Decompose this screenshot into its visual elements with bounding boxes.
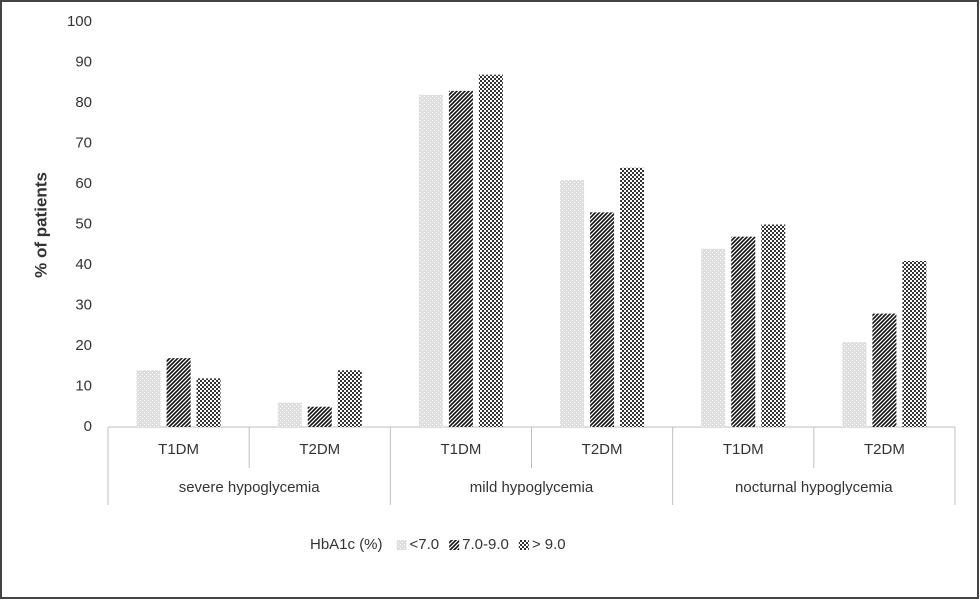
bar — [448, 90, 473, 427]
y-tick-label: 100 — [67, 13, 92, 30]
y-tick-label: 90 — [75, 53, 92, 70]
y-tick-label: 20 — [75, 337, 92, 354]
bar — [418, 94, 443, 428]
x-tick-label: T2DM — [299, 441, 340, 458]
y-tick-label: 80 — [75, 94, 92, 111]
legend-swatch — [449, 540, 460, 550]
y-tick-label: 30 — [75, 296, 92, 313]
group-label: nocturnal hypoglycemia — [735, 479, 893, 496]
y-tick-label: 60 — [75, 175, 92, 192]
y-tick-label: 50 — [75, 215, 92, 232]
bar — [842, 341, 867, 427]
x-tick-label: T1DM — [158, 441, 199, 458]
x-tick-label: T2DM — [582, 441, 623, 458]
y-tick-label: 10 — [75, 377, 92, 394]
bar — [620, 167, 645, 428]
bar — [196, 378, 221, 427]
x-tick-label: T2DM — [864, 441, 905, 458]
x-tick-label: T1DM — [723, 441, 764, 458]
legend-title: HbA1c (%) — [310, 536, 383, 553]
bar — [166, 358, 191, 427]
group-label: mild hypoglycemia — [470, 479, 594, 496]
bar — [478, 74, 503, 428]
x-tick-label: T1DM — [440, 441, 481, 458]
bar — [761, 224, 786, 427]
y-tick-label: 70 — [75, 134, 92, 151]
bar — [560, 179, 585, 427]
y-axis-title: % of patients — [31, 172, 50, 278]
bar — [731, 236, 756, 427]
legend-swatch — [396, 540, 407, 550]
bar — [701, 248, 726, 427]
bar — [337, 370, 362, 427]
y-tick-label: 40 — [75, 256, 92, 273]
bar — [902, 260, 927, 427]
legend-label: 7.0-9.0 — [462, 536, 509, 553]
bar — [136, 370, 161, 427]
bar — [277, 402, 302, 427]
legend-label: <7.0 — [410, 536, 440, 553]
legend-label: > 9.0 — [532, 536, 566, 553]
group-label: severe hypoglycemia — [179, 479, 321, 496]
bar — [872, 313, 897, 427]
bar — [590, 212, 615, 427]
y-tick-label: 0 — [84, 418, 92, 435]
legend-swatch — [518, 540, 529, 550]
bar — [307, 406, 332, 427]
